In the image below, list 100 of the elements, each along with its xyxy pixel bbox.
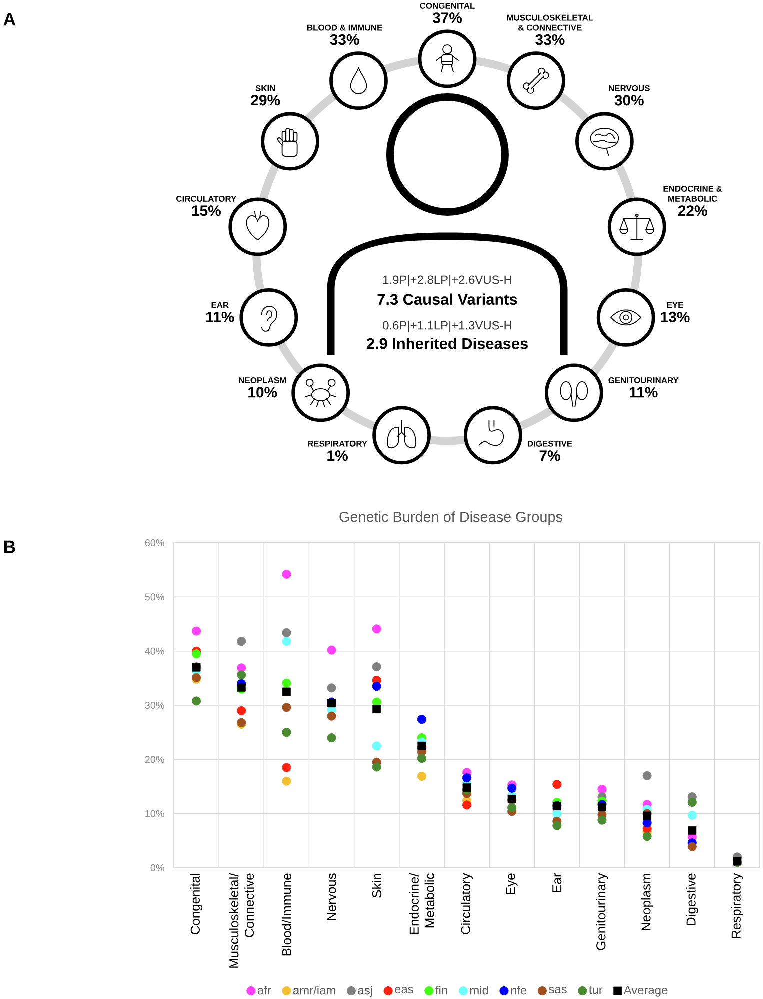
text: 11% bbox=[206, 312, 234, 322]
y-tick-label: 10% bbox=[146, 810, 164, 818]
text: 15% bbox=[192, 206, 221, 216]
point bbox=[462, 774, 472, 783]
point bbox=[688, 798, 697, 807]
point bbox=[372, 762, 382, 772]
x-tick-label: Digestive bbox=[686, 874, 698, 926]
x-tick-label: Genitourinary bbox=[596, 873, 608, 950]
point bbox=[282, 628, 292, 638]
point bbox=[372, 682, 382, 692]
point bbox=[282, 678, 292, 688]
legend-label: afr bbox=[258, 986, 272, 995]
text: 22% bbox=[678, 206, 708, 216]
point bbox=[192, 696, 202, 706]
category-label: GENITOURINARY bbox=[608, 378, 679, 384]
text: 33% bbox=[536, 34, 565, 46]
category-label: SKIN bbox=[256, 85, 276, 92]
text: 7% bbox=[540, 450, 560, 462]
point bbox=[237, 670, 246, 680]
category-label: NEOPLASM bbox=[239, 377, 286, 384]
point bbox=[552, 821, 562, 830]
x-tick-label: Nervous bbox=[327, 874, 336, 920]
point bbox=[327, 734, 336, 743]
text: 0.6P|+1.1LP|+1.3VUS-H bbox=[383, 321, 512, 332]
legend-label: Average bbox=[624, 986, 668, 997]
point bbox=[327, 684, 336, 693]
point bbox=[462, 784, 472, 792]
category-label: BLOOD & IMMUNE bbox=[308, 24, 382, 31]
text: 30% bbox=[614, 95, 644, 106]
y-tick-label: 20% bbox=[145, 756, 164, 764]
legend-label: tur bbox=[589, 986, 603, 994]
point bbox=[282, 570, 292, 579]
point bbox=[327, 712, 336, 721]
point bbox=[282, 728, 292, 738]
point bbox=[508, 784, 517, 793]
category-label: CONGENITAL bbox=[420, 2, 475, 9]
point bbox=[598, 784, 607, 794]
legend-label: mid bbox=[470, 986, 488, 995]
x-tick-label: Blood/Immune bbox=[282, 874, 292, 956]
text: 1.9P|+2.8LP|+2.6VUS-H bbox=[384, 275, 512, 287]
point bbox=[372, 705, 382, 714]
point bbox=[642, 771, 652, 780]
point bbox=[282, 763, 292, 772]
category-label: RESPIRATORY bbox=[308, 440, 368, 447]
text: A bbox=[4, 13, 16, 26]
point bbox=[417, 754, 426, 764]
point bbox=[643, 812, 652, 820]
y-tick-label: 60% bbox=[145, 539, 164, 547]
category-label: MUSCULOSKELETAL & CONNECTIVE bbox=[507, 14, 594, 31]
category-label: DIGESTIVE bbox=[528, 440, 572, 447]
x-tick-label: Congenital bbox=[190, 874, 203, 934]
point bbox=[282, 637, 292, 646]
x-tick-label: Eye bbox=[506, 874, 518, 894]
x-tick-label: Neoplasm bbox=[641, 874, 654, 930]
point bbox=[282, 688, 291, 696]
category-label: ENDOCRINE & METABOLIC bbox=[664, 186, 722, 202]
category-label: EAR bbox=[212, 302, 229, 308]
point bbox=[417, 772, 426, 781]
point bbox=[462, 800, 472, 810]
category-label: EYE bbox=[667, 302, 684, 308]
chart-title: Genetic Burden of Disease Groups bbox=[340, 512, 562, 526]
legend-label: sas bbox=[549, 987, 567, 994]
point bbox=[327, 646, 336, 655]
point bbox=[688, 810, 697, 820]
text: 7.3 Causal Variants bbox=[378, 294, 518, 306]
legend-label: asj bbox=[358, 986, 372, 998]
point bbox=[282, 776, 292, 786]
x-tick-label: Ear bbox=[552, 873, 562, 892]
point bbox=[417, 715, 426, 724]
category-label: NERVOUS bbox=[609, 85, 650, 92]
text: 13% bbox=[661, 312, 690, 323]
point bbox=[282, 703, 292, 712]
x-tick-label: Circulatory bbox=[460, 873, 474, 934]
point bbox=[192, 650, 202, 659]
text: 33% bbox=[330, 34, 360, 46]
text: 2.9 Inherited Diseases bbox=[366, 338, 528, 350]
x-tick-label: Respiratory bbox=[731, 873, 744, 938]
point bbox=[598, 816, 607, 825]
point bbox=[508, 803, 517, 812]
category-label: CIRCULATORY bbox=[176, 196, 237, 202]
legend-label: fin bbox=[436, 986, 448, 995]
point bbox=[372, 662, 382, 672]
x-tick-label: Skin bbox=[372, 874, 382, 898]
y-tick-label: 50% bbox=[145, 594, 164, 601]
text: 10% bbox=[248, 387, 278, 398]
text: 37% bbox=[432, 12, 462, 24]
text: 29% bbox=[251, 95, 280, 106]
y-tick-label: 0% bbox=[150, 864, 164, 872]
text: 1% bbox=[328, 450, 348, 462]
legend-label: amr/iam bbox=[293, 986, 336, 995]
point bbox=[688, 826, 697, 835]
y-tick-label: 40% bbox=[145, 648, 164, 655]
legend-label: nfe bbox=[511, 986, 527, 995]
x-tick-label: Endocrine/ Metabolic bbox=[409, 873, 434, 934]
text: 11% bbox=[630, 387, 658, 398]
point bbox=[237, 706, 246, 716]
point bbox=[552, 780, 562, 790]
text: B bbox=[4, 540, 16, 554]
y-tick-label: 30% bbox=[145, 702, 164, 710]
legend-label: eas bbox=[395, 987, 414, 994]
